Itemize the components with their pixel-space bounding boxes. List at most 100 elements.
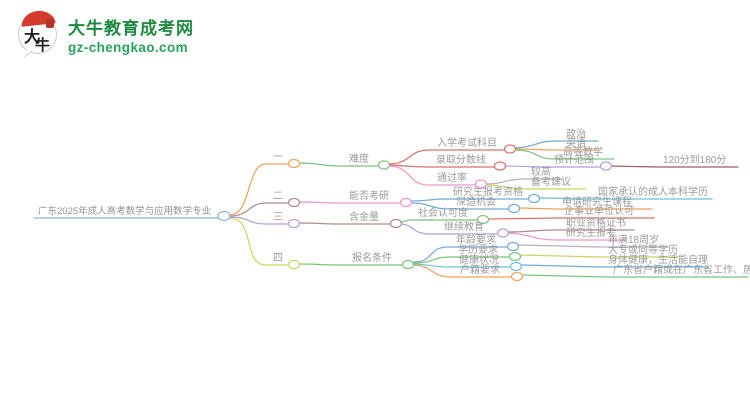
node-professional-certificates[interactable]: 职业资格证书 (566, 218, 626, 229)
connector-health-requirement (413, 263, 511, 268)
node-entrance-exam-subjects[interactable]: 入学考试科目 (437, 138, 497, 149)
node-difficulty[interactable]: 难度 (349, 154, 369, 165)
connector-postgrad-application (508, 232, 626, 241)
node-advanced-math[interactable]: 高等数学 (563, 147, 603, 158)
connector-admission-score-line (389, 164, 495, 168)
expander-branch-3[interactable] (287, 218, 301, 229)
node-postgrad-eligibility[interactable]: 研究生报考资格 (453, 187, 523, 198)
node-education-requirement[interactable]: 学历要求 (458, 245, 498, 256)
site-domain: gz-chengkao.com (68, 39, 189, 55)
connector-guangdong-residency (522, 274, 749, 278)
connector-age-requirement (413, 246, 508, 263)
connector-entrance-exam-subjects (389, 149, 505, 165)
expander-branch-4[interactable] (287, 259, 301, 270)
logo-bubble-tail (24, 50, 32, 57)
connector-national-degree (539, 197, 713, 200)
expander-branch-1[interactable] (287, 158, 301, 169)
connector-difficulty (299, 162, 379, 167)
connector-expected-range (505, 165, 601, 168)
connector-enterprise-recognition (488, 217, 655, 220)
logo-char-1: 大 (24, 29, 41, 46)
expander-age-requirement[interactable] (506, 241, 520, 252)
node-value[interactable]: 含金量 (349, 212, 379, 223)
node-residency-requirement[interactable]: 户籍要求 (460, 265, 500, 276)
node-healthy-self-care[interactable]: 身体健康，生活能自理 (608, 255, 708, 266)
connector-education-requirement (413, 256, 510, 264)
logo-seal-icon (46, 19, 54, 28)
expander-difficulty[interactable] (377, 160, 391, 170)
connector-pass-rate-high (486, 178, 563, 185)
connector-college-or-equivalent (520, 254, 679, 258)
connector-registration-requirements (299, 263, 403, 266)
connector-advanced-math (515, 149, 615, 160)
node-college-or-equivalent[interactable]: 大专或同等学历 (608, 245, 678, 256)
expander-pass-rate[interactable] (474, 179, 488, 189)
node-age-18[interactable]: 年满18周岁 (608, 235, 660, 246)
connector-politics (515, 140, 599, 149)
connector-healthy-self-care (521, 264, 709, 268)
connector-pass-rate (389, 165, 476, 186)
node-numeral-3[interactable]: 三 (273, 212, 283, 223)
node-admission-score-line[interactable]: 录取分数线 (436, 155, 486, 166)
node-further-study-opportunity[interactable]: 深造机会 (456, 197, 496, 208)
node-politics[interactable]: 政治 (566, 129, 586, 140)
connector-apply-postgrad-courses (519, 207, 653, 210)
site-logo[interactable]: 大 牛 大牛教育成考网 gz-chengkao.com (18, 9, 194, 57)
expander-education-requirement[interactable] (508, 251, 522, 262)
connector-further-study (411, 202, 509, 210)
connector-branch-2 (229, 202, 289, 217)
node-guangdong-residency[interactable]: 广东省户籍或在广东省工作、居住 (613, 265, 750, 276)
node-pass-rate[interactable]: 通过率 (437, 173, 467, 184)
connector-english (515, 148, 599, 151)
connector-branch-3 (229, 216, 289, 225)
expander-continuing-education[interactable] (496, 228, 510, 238)
node-numeral-2[interactable]: 二 (273, 191, 283, 202)
connector-continuing-education (401, 223, 498, 235)
connector-prep-advice (486, 184, 587, 190)
connector-residency-requirement (413, 264, 512, 278)
connector-professional-certificates (508, 229, 635, 233)
expander-value[interactable] (389, 218, 403, 229)
node-numeral-1[interactable]: 一 (273, 152, 283, 163)
connector-social-recognition (401, 219, 478, 223)
node-english[interactable]: 英语 (566, 138, 586, 149)
expander-registration-requirements[interactable] (401, 259, 415, 270)
node-pass-rate-high[interactable]: 较高 (531, 167, 551, 178)
logo-text-block: 大牛教育成考网 gz-chengkao.com (68, 14, 194, 55)
node-health-requirement[interactable]: 健康状况 (459, 255, 499, 266)
node-prep-advice[interactable]: 备考建议 (531, 177, 571, 188)
expander-postgrad-eligibility[interactable] (527, 193, 541, 204)
node-registration-requirements[interactable]: 报名条件 (352, 253, 392, 264)
expander-expected-range[interactable] (599, 161, 613, 171)
node-age-requirement[interactable]: 年龄要求 (456, 235, 496, 246)
node-apply-postgrad-courses[interactable]: 申请研究生课程 (562, 197, 632, 208)
connector-branch-4 (229, 217, 289, 266)
connector-age-18 (518, 244, 669, 248)
node-expected-range[interactable]: 预计范围 (554, 155, 594, 166)
node-postgrad-application[interactable]: 研究生报考 (566, 228, 616, 239)
connector-can-pursue-postgrad (299, 201, 401, 204)
node-numeral-4[interactable]: 四 (273, 253, 283, 264)
expander-admission-score-line[interactable] (493, 161, 507, 171)
expander-health-requirement[interactable] (509, 261, 523, 272)
expander-can-pursue-postgrad[interactable] (399, 197, 413, 208)
expander-entrance-exam-subjects[interactable] (503, 144, 517, 154)
node-continuing-education[interactable]: 继续教育 (444, 222, 484, 233)
node-social-recognition[interactable]: 社会认可度 (418, 208, 468, 219)
node-national-recognized-degree[interactable]: 国家承认的成人本科学历 (598, 187, 708, 198)
expander-branch-2[interactable] (287, 197, 301, 208)
connector-postgrad-eligibility (411, 198, 529, 202)
node-enterprise-recognition[interactable]: 企事业单位认可 (564, 206, 634, 217)
node-score-range-value[interactable]: 120分到180分 (663, 155, 727, 166)
logo-bubble-icon: 大 牛 (18, 9, 60, 57)
site-name: 大牛教育成考网 (68, 18, 194, 38)
connector-value (299, 222, 391, 225)
expander-residency-requirement[interactable] (510, 271, 524, 282)
expander-root[interactable] (217, 210, 231, 222)
node-can-pursue-postgrad[interactable]: 能否考研 (349, 191, 389, 202)
node-root[interactable]: 广东2025年成人高考数学与应用数学专业 (38, 206, 212, 217)
expander-further-study[interactable] (507, 203, 521, 214)
expander-social-recognition[interactable] (476, 214, 490, 225)
